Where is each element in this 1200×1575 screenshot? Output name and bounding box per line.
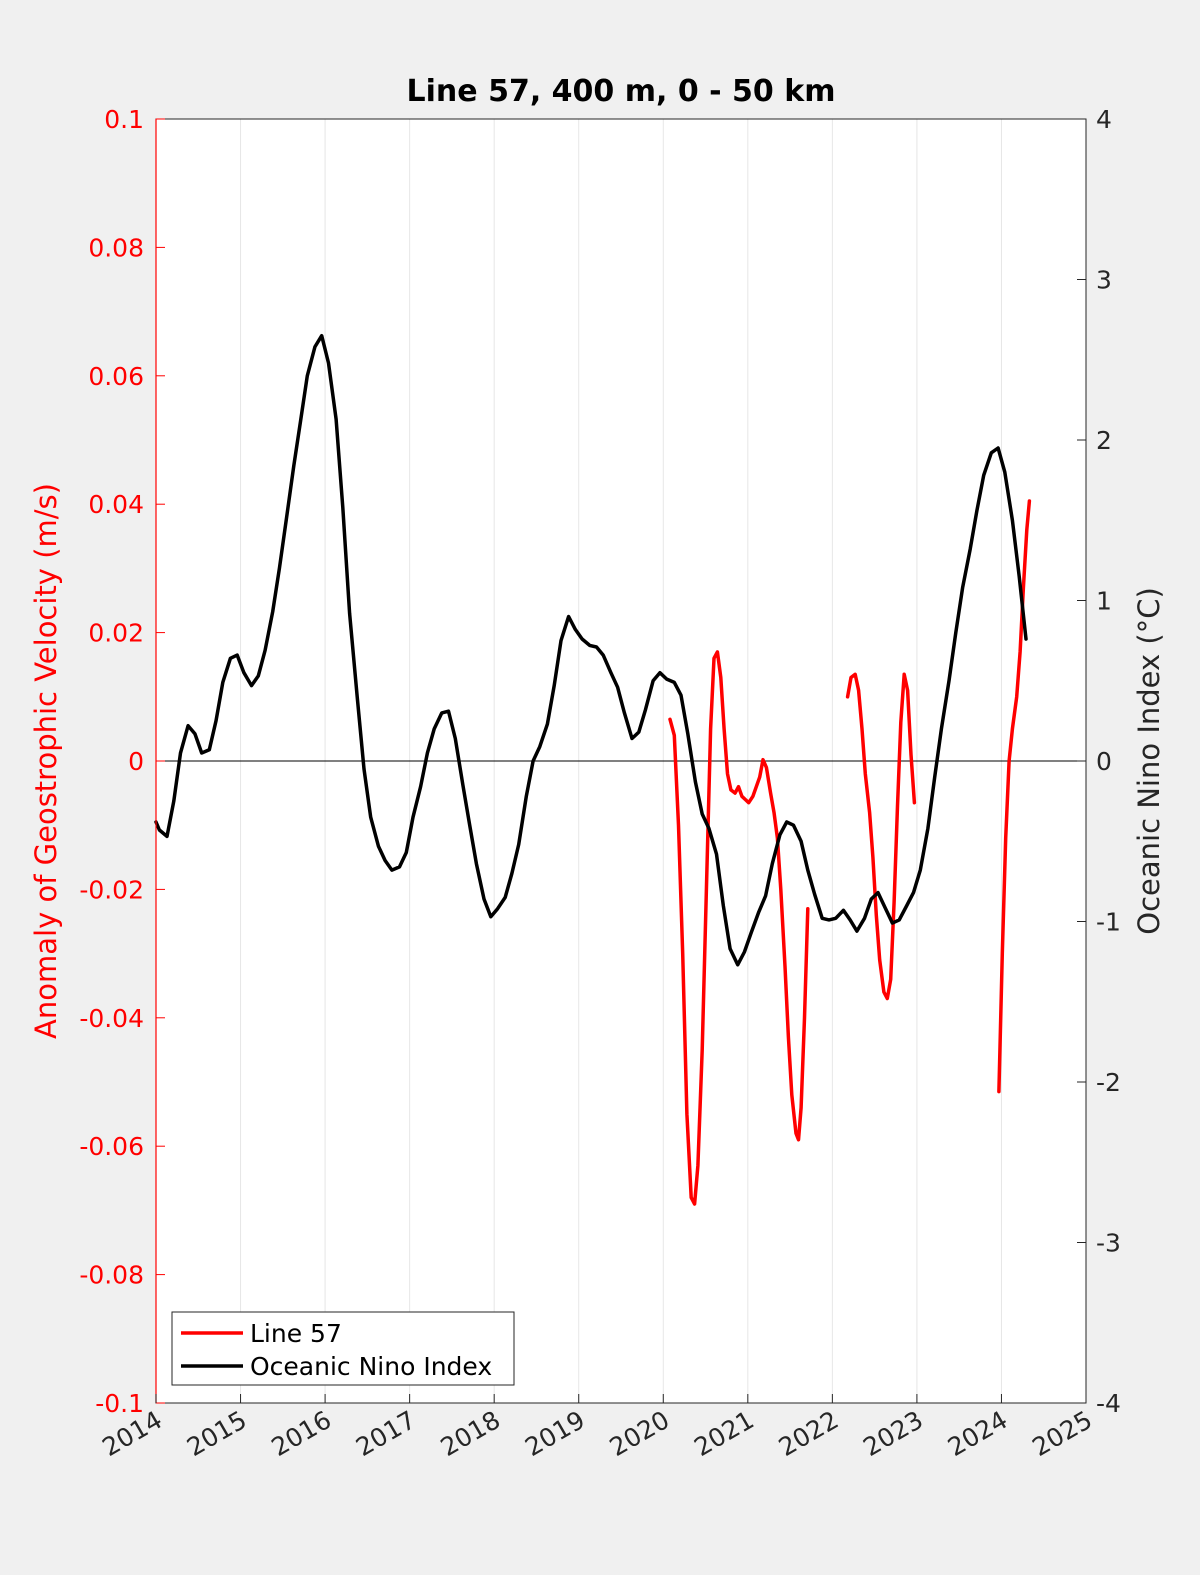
left-tick-label: -0.02	[79, 875, 144, 904]
right-tick-label: -2	[1096, 1068, 1121, 1097]
left-tick-label: -0.06	[79, 1132, 144, 1161]
left-axis-label: Anomaly of Geostrophic Velocity (m/s)	[29, 483, 63, 1039]
legend-label-oni: Oceanic Nino Index	[250, 1352, 492, 1381]
left-tick-label: -0.04	[79, 1004, 144, 1033]
x-tick-label: 2025	[1027, 1405, 1097, 1462]
left-tick-label: 0.02	[88, 619, 144, 648]
chart-title: Line 57, 400 m, 0 - 50 km	[407, 74, 836, 109]
right-tick-label: -3	[1096, 1229, 1121, 1258]
left-tick-label: 0	[128, 747, 144, 776]
x-tick-label: 2021	[689, 1405, 759, 1462]
x-axis-ticks: 2014 2015 2016 2017 2018 2019 2020 2021 2022 2023…	[97, 1394, 1097, 1462]
left-tick-label: -0.1	[95, 1389, 144, 1418]
series-oni-line	[154, 333, 1028, 967]
left-tick-label: 0.06	[88, 362, 144, 391]
right-tick-label: 2	[1096, 426, 1112, 455]
x-tick-label: 2015	[182, 1405, 252, 1462]
left-tick-label: -0.08	[79, 1261, 144, 1290]
legend: Line 57 Oceanic Nino Index	[171, 1311, 515, 1386]
right-tick-label: -1	[1096, 908, 1121, 937]
x-tick-label: 2023	[858, 1405, 928, 1462]
left-tick-label: 0.1	[104, 105, 144, 134]
left-tick-label: 0.08	[88, 233, 144, 262]
x-tick-label: 2024	[943, 1405, 1013, 1462]
series-line57-segment	[845, 672, 917, 1001]
left-tick-label: 0.04	[88, 490, 144, 519]
left-axis-ticks: 0.1 0.08 0.06 0.04 0.02 0 -0.02 -0.04 -0.06 -0.08…	[79, 105, 165, 1418]
x-tick-label: 2016	[266, 1405, 336, 1462]
right-tick-label: 0	[1096, 747, 1112, 776]
x-tick-label: 2020	[605, 1405, 675, 1462]
right-tick-label: 3	[1096, 266, 1112, 295]
series-line57-segment	[997, 499, 1032, 1094]
series-lines	[154, 333, 1032, 1206]
series-line57-segment	[668, 650, 810, 1206]
right-tick-label: 1	[1096, 587, 1112, 616]
x-tick-label: 2019	[520, 1405, 590, 1462]
right-axis-label: Oceanic Nino Index (°C)	[1132, 587, 1166, 935]
x-tick-label: 2018	[436, 1405, 506, 1462]
legend-label-line57: Line 57	[250, 1319, 342, 1348]
right-tick-label: -4	[1096, 1389, 1121, 1418]
right-axis-ticks: 4 3 2 1 0 -1 -2 -3 -4	[1077, 105, 1121, 1418]
right-tick-label: 4	[1096, 105, 1112, 134]
x-tick-label: 2017	[351, 1405, 421, 1462]
x-tick-label: 2022	[774, 1405, 844, 1462]
legend-box	[171, 1311, 515, 1386]
